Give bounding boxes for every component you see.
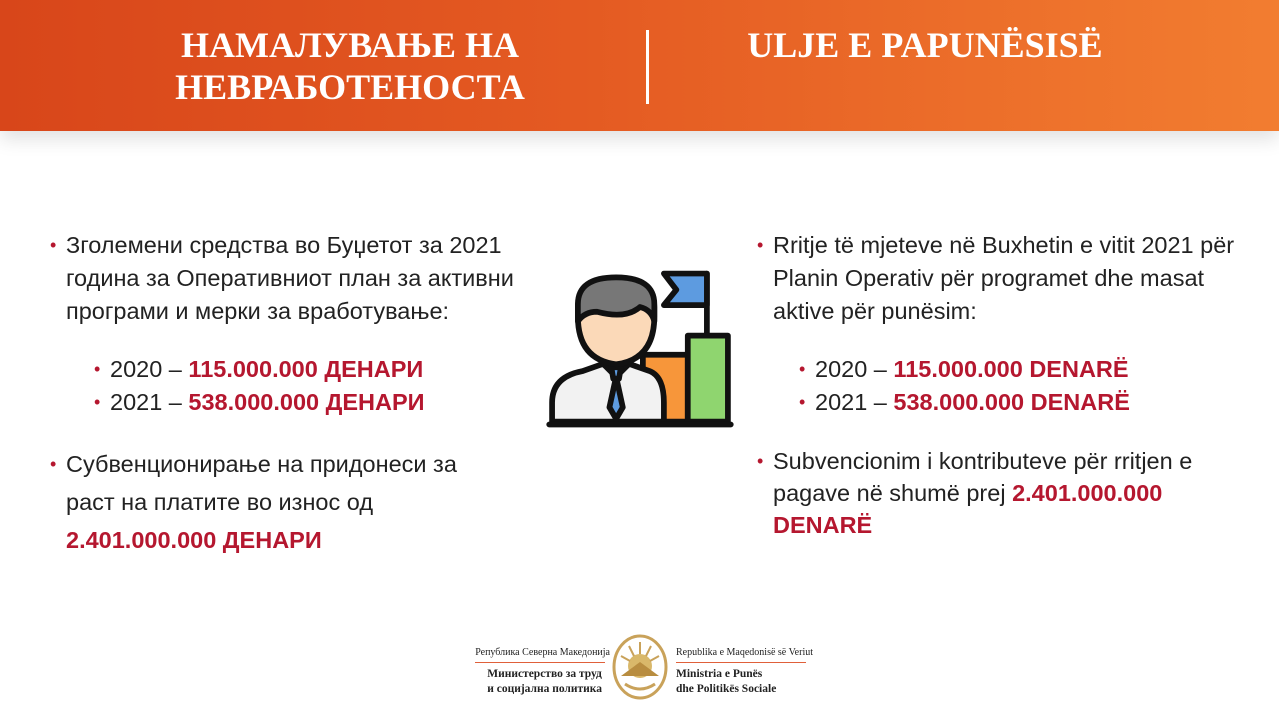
bullet-budget-sq: Rritje të mjeteve në Buxhetin e vitit 20…	[757, 229, 1237, 328]
bullet-subsidy-sq: Subvencionim i kontributeve për rritjen …	[757, 445, 1227, 541]
sub-bullet-2021-sq: 2021 – 538.000.000 DENARË	[799, 386, 1237, 419]
right-column: Rritje të mjeteve në Buxhetin e vitit 20…	[757, 229, 1237, 541]
republic-mk: Република Северна Македонија	[475, 647, 610, 658]
ministry-mk: Министерство за труд и социјална политика	[487, 668, 602, 695]
title-mk: НАМАЛУВАЊЕ НА НЕВРАБОТЕНОСТА	[175, 25, 525, 107]
title-divider	[646, 30, 649, 104]
republic-sq: Republika e Maqedonisë së Veriut	[676, 647, 814, 658]
bullet-budget-mk: Зголемени средства во Буџетот за 2021 го…	[50, 229, 530, 328]
sub-bullet-2020-mk: 2020 – 115.000.000 ДЕНАРИ	[94, 353, 530, 386]
sub-bullet-2020-sq: 2020 – 115.000.000 DENARË	[799, 353, 1237, 386]
title-sq: ULJE E PAPUNËSISË	[747, 25, 1103, 65]
coat-of-arms-emblem	[612, 634, 668, 700]
businessman-growth-chart-icon	[543, 264, 737, 436]
left-column: Зголемени средства во Буџетот за 2021 го…	[50, 229, 530, 559]
ministry-logo: Република Северна Македонија Министерств…	[460, 634, 820, 704]
header-banner: НАМАЛУВАЊЕ НА НЕВРАБОТЕНОСТА ULJE E PAPU…	[0, 0, 1279, 131]
ministry-sq: Ministria e Punës dhe Politikës Sociale	[676, 668, 777, 695]
bullet-subsidy-mk: Субвенционирање на придонеси за раст на …	[50, 445, 470, 559]
sub-bullet-2021-mk: 2021 – 538.000.000 ДЕНАРИ	[94, 386, 530, 419]
